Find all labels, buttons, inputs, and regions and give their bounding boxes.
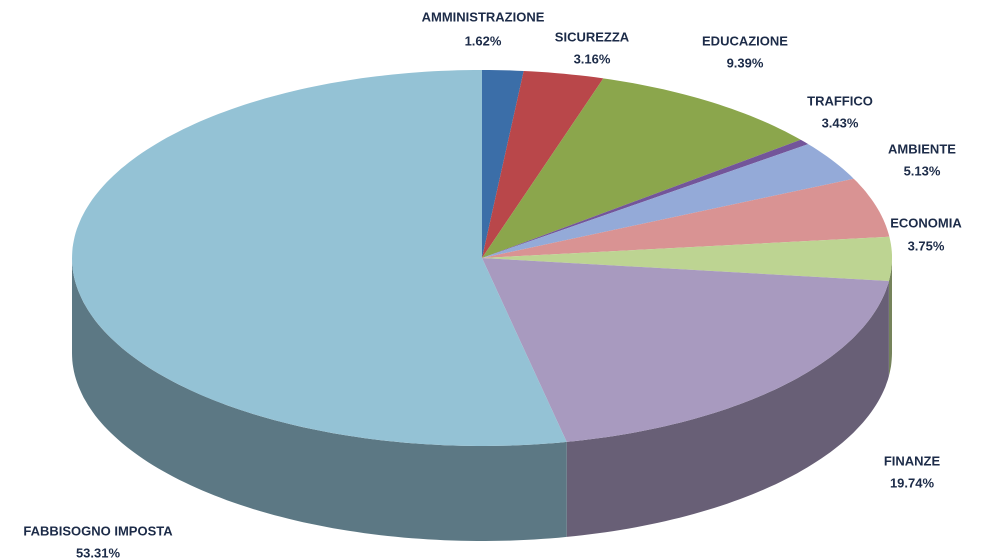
pie-slice: [72, 70, 567, 446]
pie-side: [566, 281, 889, 537]
value-label: 1.62%: [465, 33, 502, 48]
pie-slice: [482, 258, 889, 442]
pie-slice: [482, 178, 890, 258]
slice-label: FABBISOGNO IMPOSTA: [23, 523, 173, 538]
pie-slice: [482, 139, 809, 258]
pie-sides: [72, 258, 892, 541]
slice-label: ECONOMIA: [890, 215, 962, 230]
pie-slice: [482, 71, 604, 258]
slice-label: AMMINISTRAZIONE: [422, 9, 545, 24]
pie-slice: [482, 70, 524, 258]
value-label: 3.43%: [822, 115, 859, 130]
slice-label: TRAFFICO: [807, 93, 873, 108]
pie-side: [888, 258, 892, 376]
slice-label: EDUCAZIONE: [702, 33, 788, 48]
pie-slice: [482, 144, 854, 258]
slice-label: AMBIENTE: [888, 141, 956, 156]
labels: AMMINISTRAZIONE 1.62% SICUREZZA 3.16% EDUCAZ…: [23, 9, 962, 560]
pie-tops: [72, 70, 892, 446]
pie-slice: [482, 236, 892, 281]
value-label: 19.74%: [890, 475, 935, 490]
value-label: 9.39%: [727, 55, 764, 70]
slice-label: SICUREZZA: [555, 29, 630, 44]
value-label: 3.75%: [908, 238, 945, 253]
value-label: 3.16%: [574, 51, 611, 66]
value-label: 5.13%: [904, 163, 941, 178]
pie-side: [72, 258, 567, 541]
slice-label: FINANZE: [884, 453, 941, 468]
pie-slice: [482, 78, 801, 259]
value-label: 53.31%: [76, 545, 121, 560]
